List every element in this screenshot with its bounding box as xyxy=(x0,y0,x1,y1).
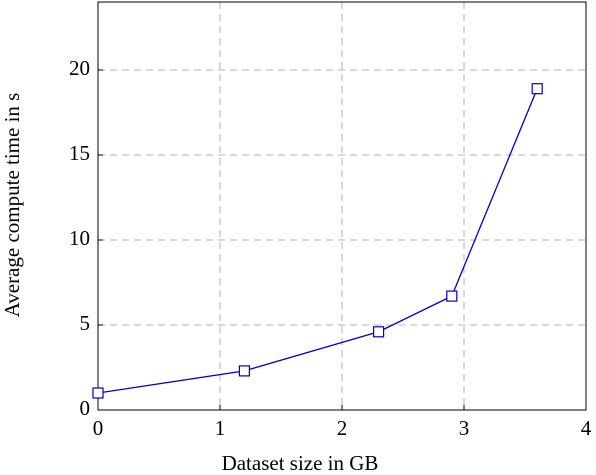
x-tick-label: 4 xyxy=(581,416,592,440)
y-tick-label: 15 xyxy=(69,141,90,165)
plot-frame xyxy=(97,1,587,411)
x-tick-label: 3 xyxy=(459,416,470,440)
y-tick-label: 0 xyxy=(80,396,91,420)
point xyxy=(531,83,543,95)
x-axis-label: Dataset size in GB xyxy=(222,451,379,475)
y-tick-label: 5 xyxy=(80,311,91,335)
y-tick-label: 10 xyxy=(69,226,90,250)
point xyxy=(446,290,458,302)
y-tick-label: 20 xyxy=(69,56,90,80)
x-tick-label: 2 xyxy=(337,416,348,440)
point xyxy=(373,326,385,338)
y-axis-label: Average compute time in s xyxy=(0,93,24,318)
point xyxy=(238,365,250,377)
line xyxy=(97,88,538,394)
point xyxy=(92,387,104,399)
x-tick-label: 1 xyxy=(215,416,226,440)
x-tick-label: 0 xyxy=(93,416,104,440)
